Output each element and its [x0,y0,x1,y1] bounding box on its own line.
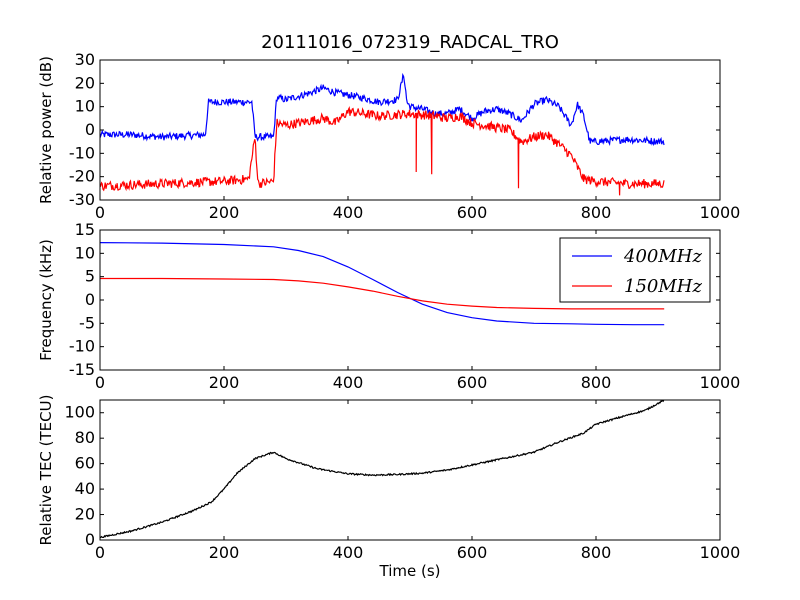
y-tick-label: -20 [69,167,95,186]
axes-frame [99,59,721,201]
legend-box [559,237,711,303]
axes-frame [99,399,721,541]
y-axis-label: Relative power (dB) [37,56,55,204]
y-tick-label: 10 [75,97,95,116]
y-axis-label: Frequency (kHz) [37,239,55,361]
x-tick-label: 600 [457,543,488,562]
legend: 400MHz 150MHz [559,237,711,303]
y-tick-label: 0 [85,530,95,549]
series-line-series-1 [100,400,665,539]
x-tick-label: 400 [333,203,364,222]
y-tick-label: 10 [75,243,95,262]
x-tick-label: 1000 [700,203,741,222]
y-tick-label: 20 [75,505,95,524]
x-tick-label: 200 [209,543,240,562]
y-tick-label: 0 [85,290,95,309]
figure-title: 20111016_072319_RADCAL_TRO [261,32,559,53]
y-tick-label: 100 [64,403,95,422]
x-tick-label: 0 [95,543,105,562]
x-tick-label: 800 [581,543,612,562]
x-tick-label: 600 [457,203,488,222]
y-tick-label: 20 [75,73,95,92]
y-tick-label: 0 [85,120,95,139]
panel-1: 0 200 400 600 800 1000 -30 -20 -10 0 10 20 30 Relativ… [37,50,740,222]
y-tick-label: -10 [69,143,95,162]
x-tick-label: 1000 [700,373,741,392]
y-tick-label: 5 [85,267,95,286]
x-tick-label: 600 [457,373,488,392]
x-tick-label: 800 [581,373,612,392]
panel-2: 0 200 400 600 800 1000 -15 -10 -5 0 5 10 15 Frequency… [37,220,740,392]
series-line-series-1 [100,72,665,147]
x-tick-label: 0 [95,203,105,222]
y-axis-label: Relative TEC (TECU) [37,395,55,546]
y-tick-label: 80 [75,428,95,447]
y-tick-label: 30 [75,50,95,69]
y-tick-label: 60 [75,454,95,473]
y-tick-label: 40 [75,479,95,498]
x-tick-label: 800 [581,203,612,222]
legend-label: 150MHz [624,276,702,297]
y-tick-label: -15 [69,360,95,379]
panels: 0 200 400 600 800 1000-30-20-100102030Relativ… [37,50,740,580]
x-tick-label: 200 [209,203,240,222]
y-tick-label: -5 [79,313,95,332]
x-tick-label: 400 [333,543,364,562]
x-tick-label: 0 [95,373,105,392]
y-tick-label: 15 [75,220,95,239]
series-line-series-2 [100,105,665,196]
x-axis-label: Time (s) [379,562,441,580]
legend-label: 400MHz [623,246,702,267]
y-tick-label: -30 [69,190,95,209]
series-line-150mhz [100,277,665,310]
y-tick-label: -10 [69,337,95,356]
x-tick-label: 200 [209,373,240,392]
x-tick-label: 1000 [700,543,741,562]
x-tick-label: 400 [333,373,364,392]
